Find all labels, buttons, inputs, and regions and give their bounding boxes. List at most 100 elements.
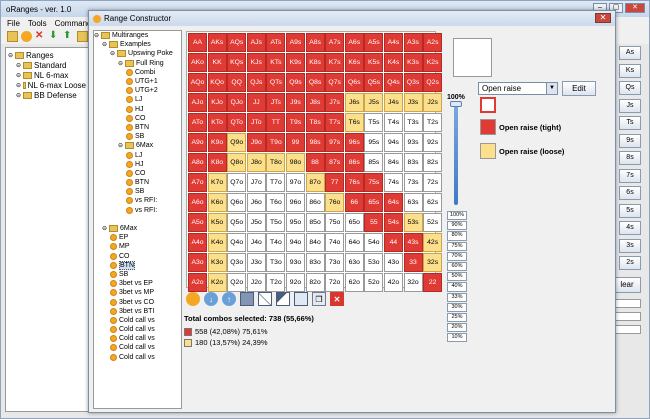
tree-item[interactable]: 3bet vs EP	[94, 279, 181, 288]
tree-item[interactable]: HJ	[94, 105, 181, 114]
tree-item[interactable]: CO	[94, 114, 181, 123]
hand-cell[interactable]: 85o	[305, 212, 325, 233]
hand-cell[interactable]: 53o	[364, 252, 384, 273]
tree-item[interactable]: ⊖ Standard	[8, 60, 86, 70]
hand-cell[interactable]: T5s	[364, 112, 384, 133]
percent-button[interactable]: 20%	[447, 323, 467, 333]
hand-cell[interactable]: T2s	[423, 112, 443, 133]
hand-cell[interactable]: KTs	[266, 52, 286, 73]
tree-item[interactable]: BTN	[94, 178, 181, 187]
hand-cell[interactable]: 44	[383, 232, 403, 253]
tree-item[interactable]	[94, 215, 181, 224]
hand-cell[interactable]: A8s	[305, 33, 325, 53]
tree-item[interactable]: 3bet vs MP	[94, 288, 181, 297]
hand-cell[interactable]: J7s	[325, 92, 345, 113]
hand-cell[interactable]: K7o	[207, 172, 227, 193]
hand-cell[interactable]: K8s	[305, 52, 325, 73]
percent-button[interactable]: 25%	[447, 312, 467, 323]
hand-cell[interactable]: AQs	[227, 33, 247, 53]
hand-cell[interactable]: K4s	[383, 52, 403, 73]
range-select[interactable]: Open raise ▼	[478, 82, 558, 95]
hand-cell[interactable]: Q6o	[227, 192, 247, 213]
hand-cell[interactable]: Q3s	[403, 72, 423, 93]
hand-cell[interactable]: Q9s	[285, 72, 305, 93]
tree-item[interactable]: Cold call vs	[94, 353, 181, 362]
hand-cell[interactable]: K9o	[207, 132, 227, 153]
hand-cell[interactable]: QTo	[227, 112, 247, 133]
tree-item[interactable]: 3bet vs BTI	[94, 307, 181, 316]
hand-cell[interactable]: 99	[285, 132, 305, 153]
hand-cell[interactable]: T7o	[266, 172, 286, 193]
suit-button-7s[interactable]: 7s	[619, 168, 641, 183]
hand-cell[interactable]: Q8s	[305, 72, 325, 93]
hand-cell[interactable]: A5o	[188, 212, 207, 233]
tree-item[interactable]: ⊖ Ranges	[8, 50, 86, 60]
hand-cell[interactable]: 43s	[403, 232, 423, 253]
hand-cell[interactable]: T9s	[285, 112, 305, 133]
hand-cell[interactable]: J9s	[285, 92, 305, 113]
suit-button-qs[interactable]: Qs	[619, 81, 641, 95]
hand-cell[interactable]: Q3o	[227, 252, 247, 273]
folder-icon[interactable]	[7, 31, 18, 42]
suit-button-3s[interactable]: 3s	[619, 238, 641, 253]
hand-cell[interactable]: 86o	[305, 192, 325, 213]
hand-cell[interactable]: A2s	[423, 33, 443, 53]
hand-cell[interactable]: 42o	[383, 272, 403, 293]
suit-button-5s[interactable]: 5s	[619, 203, 641, 218]
hand-cell[interactable]: 55	[364, 212, 384, 233]
hand-cell[interactable]: 62s	[423, 192, 443, 213]
expand-toggle-icon[interactable]: ⊖	[16, 62, 22, 69]
hand-cell[interactable]: 84o	[305, 232, 325, 253]
hand-cell[interactable]: 72s	[423, 172, 443, 193]
hand-cell[interactable]: T5o	[266, 212, 286, 233]
hand-cell[interactable]: 52o	[364, 272, 384, 293]
hand-cell[interactable]: 82o	[305, 272, 325, 293]
hand-cell[interactable]: 86s	[344, 152, 364, 173]
hand-cell[interactable]: Q5o	[227, 212, 247, 233]
hand-cell[interactable]: 53s	[403, 212, 423, 233]
hand-cell[interactable]: 65s	[364, 192, 384, 213]
hand-cell[interactable]: 54o	[364, 232, 384, 253]
suit-button-js[interactable]: Js	[619, 98, 641, 113]
tree-item[interactable]: EP	[94, 233, 181, 242]
hand-cell[interactable]: A7s	[325, 33, 345, 53]
hand-cell[interactable]: T6o	[266, 192, 286, 213]
hand-cell[interactable]: T8o	[266, 152, 286, 173]
suit-button-ks[interactable]: Ks	[619, 63, 641, 78]
hand-cell[interactable]: 63o	[344, 252, 364, 273]
tree-item[interactable]: ⊖ BB Defense	[8, 90, 86, 100]
hand-cell[interactable]: 92o	[285, 272, 305, 293]
hand-cell[interactable]: K3o	[207, 252, 227, 273]
suit-button-as[interactable]: As	[619, 46, 641, 60]
hand-cell[interactable]: K5o	[207, 212, 227, 233]
legend-swatch[interactable]	[480, 143, 496, 159]
hand-cell[interactable]: 84s	[383, 152, 403, 173]
tree-item[interactable]: 3bet vs CO	[94, 297, 181, 306]
tree-item[interactable]: HJ	[94, 160, 181, 169]
percent-button[interactable]: 90%	[447, 221, 467, 231]
hand-cell[interactable]: T4o	[266, 232, 286, 253]
hand-cell[interactable]: 76o	[325, 192, 345, 213]
maximize-button[interactable]: ▢	[609, 3, 623, 13]
expand-toggle-icon[interactable]: ⊖	[102, 42, 108, 49]
right-field[interactable]	[615, 299, 641, 308]
hand-cell[interactable]: J5o	[246, 212, 266, 233]
corner-select-icon[interactable]	[276, 292, 290, 306]
hand-cell[interactable]: 65o	[344, 212, 364, 233]
hand-cell[interactable]: T4s	[383, 112, 403, 133]
hand-cell[interactable]: AJo	[188, 92, 207, 113]
hand-cell[interactable]: 82s	[423, 152, 443, 173]
tree-item[interactable]: ⊖ 6Max	[94, 224, 181, 233]
chevron-down-icon[interactable]: ▼	[546, 83, 557, 94]
hand-cell[interactable]: 73o	[325, 252, 345, 273]
hand-cell[interactable]: A4o	[188, 232, 207, 253]
expand-toggle-icon[interactable]: ⊖	[16, 82, 22, 89]
hand-cell[interactable]: K9s	[285, 52, 305, 73]
hand-cell[interactable]: KJo	[207, 92, 227, 113]
hand-cell[interactable]: KQs	[227, 52, 247, 73]
hand-cell[interactable]: Q7s	[325, 72, 345, 93]
hand-cell[interactable]: QTs	[266, 72, 286, 93]
hand-cell[interactable]: J5s	[364, 92, 384, 113]
percent-button[interactable]: 60%	[447, 261, 467, 272]
hand-cell[interactable]: A8o	[188, 152, 207, 173]
